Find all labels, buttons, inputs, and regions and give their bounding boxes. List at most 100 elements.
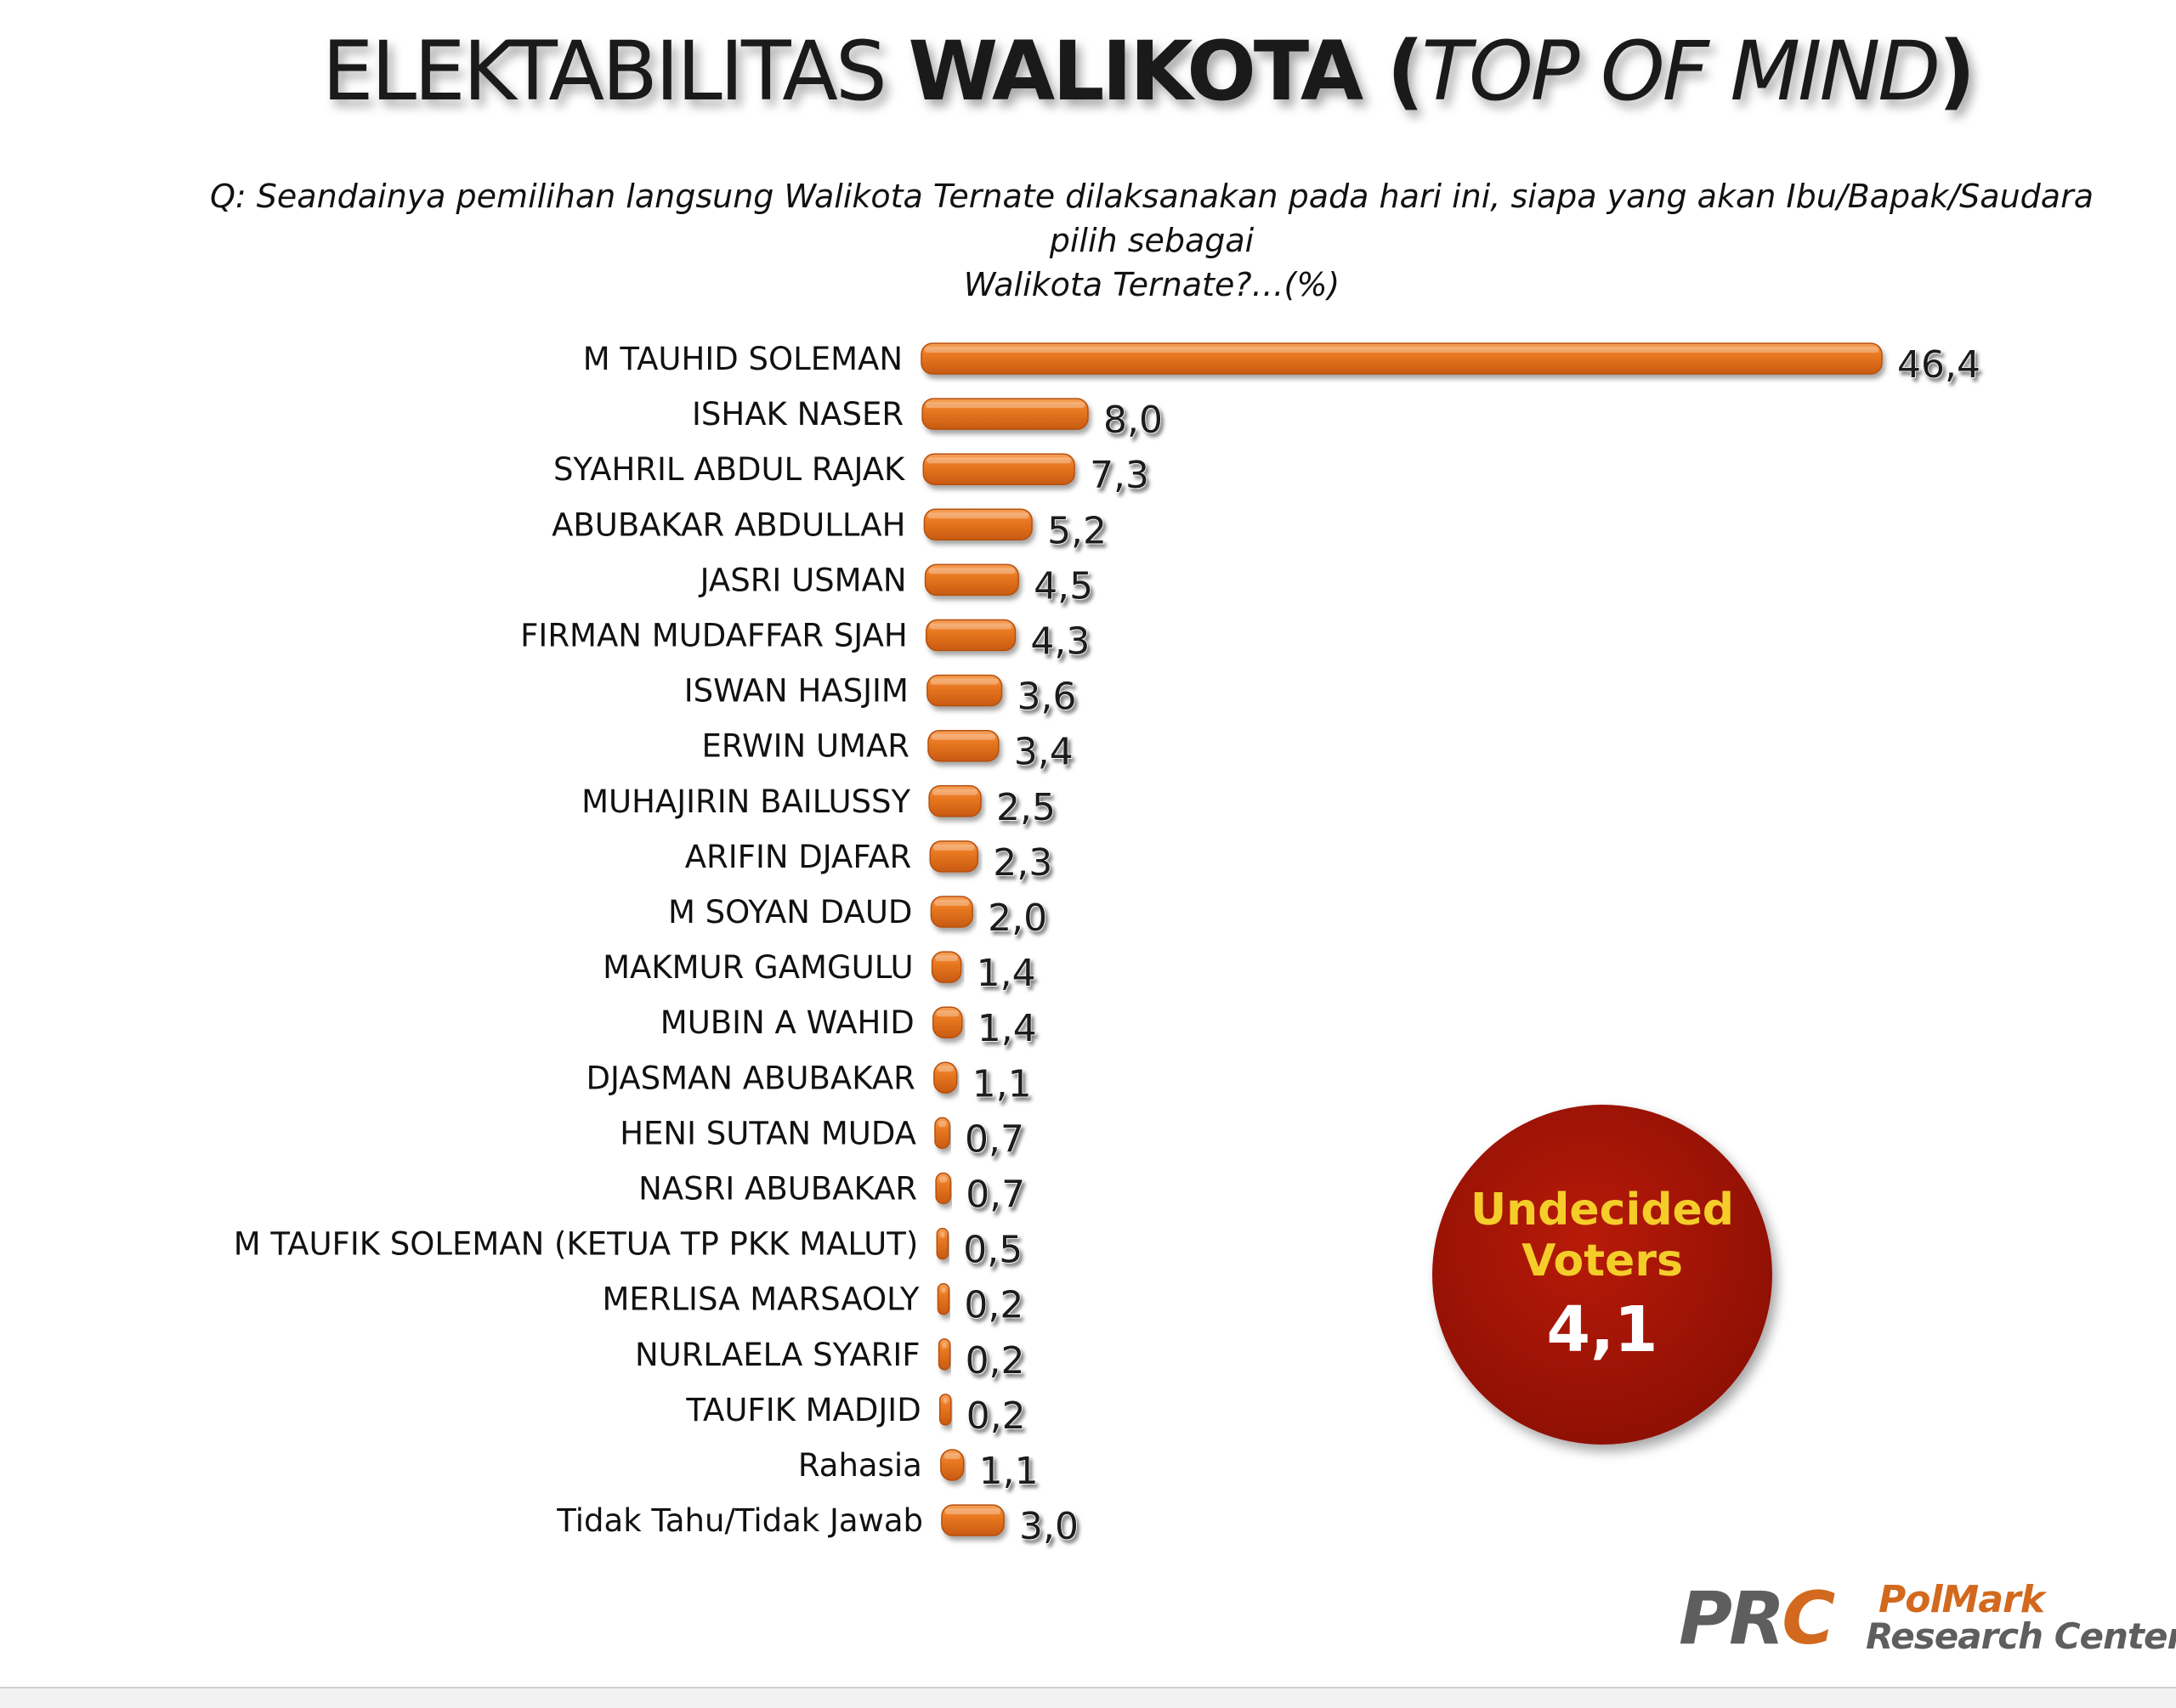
- bar: [932, 1006, 963, 1038]
- bar-highlight: [932, 733, 995, 740]
- logo-c: C: [1782, 1576, 1835, 1661]
- value-label: 1,1: [972, 1062, 1032, 1106]
- category-label: MUHAJIRIN BAILUSSY: [581, 783, 910, 820]
- chart-subtitle: Q: Seandainya pemilihan langsung Walikot…: [178, 174, 2125, 307]
- bar-highlight: [945, 1508, 1001, 1515]
- bar: [935, 1172, 951, 1205]
- value-label: 3,6: [1017, 676, 1077, 719]
- bar: [934, 1117, 950, 1150]
- bar: [938, 1338, 951, 1371]
- value-label: 1,1: [979, 1450, 1039, 1493]
- bar: [926, 674, 1003, 707]
- category-label: M TAUFIK SOLEMAN (KETUA TP PKK MALUT): [234, 1226, 919, 1263]
- bar: [925, 619, 1017, 652]
- category-label: DJASMAN ABUBAKAR: [586, 1060, 915, 1096]
- bar-highlight: [936, 1010, 959, 1017]
- undecided-voters-badge: Undecided Voters 4,1: [1432, 1105, 1772, 1445]
- value-label: 7,3: [1090, 454, 1149, 497]
- title-part-1: ELEKTABILITAS: [321, 24, 909, 119]
- category-label: MUBIN A WAHID: [660, 1004, 915, 1041]
- value-label: 1,4: [977, 952, 1036, 995]
- category-label: Tidak Tahu/Tidak Jawab: [556, 1502, 923, 1539]
- value-label: 5,2: [1047, 509, 1107, 552]
- bar-highlight: [941, 1287, 946, 1293]
- bar: [938, 1394, 952, 1426]
- category-label: HENI SUTAN MUDA: [620, 1115, 916, 1151]
- category-label: ISWAN HASJIM: [684, 673, 909, 710]
- bar-highlight: [925, 347, 1878, 353]
- bar: [930, 896, 973, 928]
- category-label: NASRI ABUBAKAR: [638, 1171, 917, 1207]
- bar-highlight: [933, 844, 975, 851]
- value-label: 1,4: [978, 1007, 1037, 1050]
- bar-highlight: [938, 1121, 947, 1128]
- category-label: MAKMUR GAMGULU: [603, 949, 913, 986]
- bar: [921, 398, 1089, 430]
- bar-highlight: [934, 900, 970, 906]
- bar: [921, 342, 1883, 375]
- value-label: 0,2: [964, 1284, 1023, 1327]
- bar: [929, 840, 979, 873]
- title-part-5: ): [1938, 24, 1975, 119]
- category-label: Rahasia: [798, 1447, 922, 1484]
- bar: [923, 508, 1033, 541]
- category-label: ISHAK NASER: [692, 396, 904, 433]
- undecided-label-line-2: Voters: [1522, 1236, 1683, 1287]
- page-bottom-strip: [0, 1688, 2176, 1708]
- title-part-2: WALIKOTA: [908, 24, 1363, 119]
- logo-polmark: PolMark: [1878, 1578, 2045, 1621]
- category-label: TAUFIK MADJID: [685, 1392, 921, 1428]
- bar: [927, 729, 1000, 762]
- value-label: 2,0: [988, 896, 1047, 940]
- bars-group: M TAUHID SOLEMAN 46,4 ISHAK NASER 8,0 SYAHRI…: [234, 341, 1981, 1549]
- bar-highlight: [937, 1066, 954, 1072]
- bar-highlight: [930, 678, 999, 685]
- value-label: 0,7: [966, 1174, 1025, 1217]
- logo-research-center: Research Center: [1866, 1615, 2176, 1657]
- category-label: M TAUHID SOLEMAN: [583, 341, 903, 377]
- value-label: 3,4: [1014, 731, 1074, 774]
- bar-highlight: [940, 1231, 945, 1238]
- category-label: M SOYAN DAUD: [668, 894, 912, 930]
- value-label: 4,3: [1030, 620, 1090, 664]
- logo-prc-mark: PRC: [1679, 1576, 1835, 1661]
- undecided-label-line-1: Undecided: [1470, 1185, 1735, 1236]
- category-label: ARIFIN DJAFAR: [685, 839, 912, 875]
- bar-highlight: [926, 402, 1085, 409]
- bar-highlight: [926, 457, 1072, 464]
- category-label: JASRI USMAN: [699, 562, 907, 598]
- chart-title: ELEKTABILITAS WALIKOTA (TOP OF MIND): [0, 24, 2176, 119]
- bar: [922, 453, 1075, 485]
- value-label: 0,7: [965, 1117, 1024, 1161]
- value-label: 0,2: [966, 1339, 1025, 1383]
- bar: [941, 1504, 1005, 1536]
- value-label: 0,5: [963, 1229, 1023, 1272]
- category-label: SYAHRIL ABDUL RAJAK: [553, 451, 906, 488]
- category-label: MERLISA MARSAOLY: [602, 1281, 919, 1318]
- bar-highlight: [928, 568, 1016, 574]
- bar-highlight: [944, 1453, 960, 1459]
- title-part-3: (: [1361, 24, 1425, 119]
- subtitle-line-2: Walikota Ternate?…(%): [963, 266, 1340, 303]
- value-label: 3,0: [1019, 1505, 1079, 1548]
- bar-highlight: [935, 955, 958, 962]
- logo-pr: PR: [1679, 1576, 1785, 1661]
- bar: [931, 951, 962, 983]
- title-part-4: TOP OF MIND: [1421, 24, 1941, 119]
- bar-highlight: [929, 623, 1012, 630]
- bar: [936, 1227, 949, 1260]
- bar-highlight: [927, 512, 1029, 519]
- value-label: 2,5: [996, 786, 1056, 829]
- category-label: ABUBAKAR ABDULLAH: [552, 506, 905, 543]
- prc-logo: PRC PolMark Research Center: [1679, 1576, 2176, 1661]
- bar: [937, 1282, 950, 1315]
- bar-highlight: [939, 1176, 948, 1183]
- value-label: 4,5: [1034, 564, 1093, 608]
- value-label: 8,0: [1103, 399, 1163, 442]
- bar: [924, 563, 1019, 597]
- bar: [940, 1449, 965, 1481]
- category-label: NURLAELA SYARIF: [635, 1337, 921, 1373]
- subtitle-line-1: Q: Seandainya pemilihan langsung Walikot…: [209, 178, 2094, 259]
- bar-highlight: [942, 1342, 947, 1349]
